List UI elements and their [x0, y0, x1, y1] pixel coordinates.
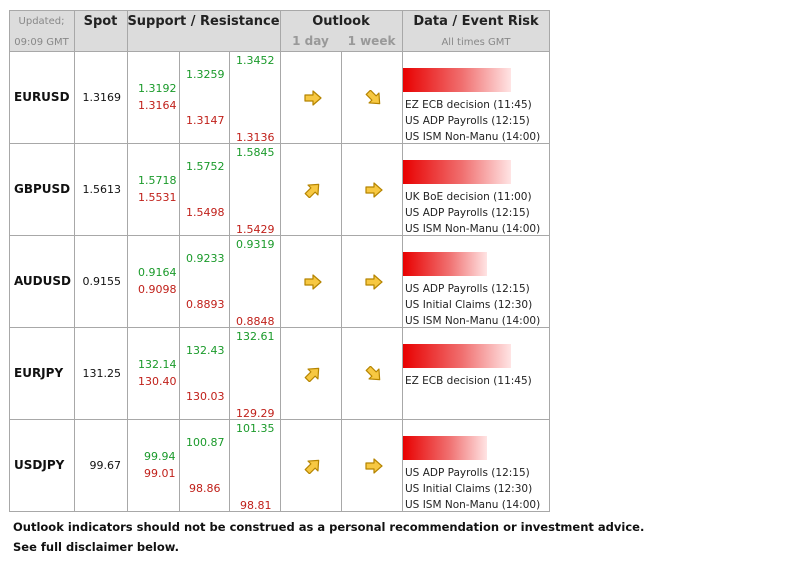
- resistance-level-1: 99.01: [144, 467, 176, 480]
- event-item: UK BoE decision (11:00): [405, 191, 532, 203]
- spot-value: 0.9155: [82, 275, 122, 288]
- col-divider: [179, 52, 180, 512]
- resistance-level-1: 0.9098: [138, 283, 177, 296]
- support-level-2: 0.9233: [186, 252, 225, 265]
- up-right-arrow-icon: [304, 183, 320, 198]
- event-item: US ISM Non-Manu (14:00): [405, 315, 541, 327]
- header-all-times: All times GMT: [441, 37, 511, 48]
- header-divider: [9, 51, 550, 52]
- support-level-3: 132.61: [236, 330, 275, 343]
- col-divider: [341, 52, 342, 512]
- spot-value: 1.5613: [82, 183, 122, 196]
- pair-label: EURJPY: [14, 366, 64, 380]
- support-level-1: 132.14: [138, 358, 177, 371]
- support-level-3: 0.9319: [236, 238, 275, 251]
- support-level-3: 1.5845: [236, 146, 275, 159]
- support-level-3: 1.3452: [236, 54, 275, 67]
- event-item: US Initial Claims (12:30): [405, 299, 533, 311]
- resistance-level-3: 1.5429: [236, 223, 275, 236]
- resistance-level-3: 0.8848: [236, 315, 275, 328]
- resistance-level-3: 1.3136: [236, 131, 275, 144]
- pair-label: USDJPY: [14, 458, 65, 472]
- event-item: EZ ECB decision (11:45): [405, 375, 532, 387]
- up-right-arrow-icon: [304, 459, 320, 474]
- forex-outlook-table: Updated; 09:09 GMT Spot Support / Resist…: [9, 10, 550, 512]
- row-divider: [9, 235, 550, 236]
- support-level-2: 132.43: [186, 344, 225, 357]
- event-item: US ADP Payrolls (12:15): [405, 467, 530, 479]
- row-divider: [9, 143, 550, 144]
- resistance-level-2: 130.03: [186, 390, 225, 403]
- header-outlook: Outlook: [312, 14, 370, 29]
- support-level-2: 1.3259: [186, 68, 225, 81]
- right-arrow-icon: [365, 182, 383, 198]
- header-outlook-1day: 1 day: [292, 34, 329, 48]
- event-item: EZ ECB decision (11:45): [405, 99, 532, 111]
- event-item: US ISM Non-Manu (14:00): [405, 131, 541, 143]
- border-right: [549, 10, 550, 512]
- col-divider: [280, 10, 281, 512]
- pair-label: EURUSD: [14, 90, 70, 104]
- event-risk-bar: [403, 252, 487, 276]
- support-level-1: 0.9164: [138, 266, 177, 279]
- support-level-2: 1.5752: [186, 160, 225, 173]
- spot-value: 99.67: [89, 459, 122, 472]
- resistance-level-3: 129.29: [236, 407, 275, 420]
- row-divider: [9, 419, 550, 420]
- header-support-resistance: Support / Resistance: [127, 14, 280, 29]
- support-level-2: 100.87: [186, 436, 225, 449]
- resistance-level-1: 130.40: [138, 375, 177, 388]
- pair-label: AUDUSD: [14, 274, 71, 288]
- down-right-arrow-icon: [365, 90, 381, 105]
- col-divider: [74, 10, 75, 512]
- support-level-1: 99.94: [144, 450, 176, 463]
- up-right-arrow-icon: [304, 367, 320, 382]
- support-level-3: 101.35: [236, 422, 275, 435]
- row-divider: [9, 327, 550, 328]
- pair-label: GBPUSD: [14, 182, 71, 196]
- event-item: US ADP Payrolls (12:15): [405, 115, 530, 127]
- updated-label: Updated;: [18, 16, 65, 27]
- resistance-level-2: 98.86: [189, 482, 221, 495]
- event-item: US ADP Payrolls (12:15): [405, 207, 530, 219]
- header-data-event-risk: Data / Event Risk: [413, 14, 539, 29]
- border-bottom: [9, 511, 550, 512]
- header-spot: Spot: [83, 14, 118, 29]
- updated-time: 09:09 GMT: [14, 37, 69, 48]
- event-item: US ADP Payrolls (12:15): [405, 283, 530, 295]
- event-risk-bar: [403, 68, 511, 92]
- header-outlook-1week: 1 week: [347, 34, 396, 48]
- border-top: [9, 10, 550, 11]
- resistance-level-3: 98.81: [240, 499, 272, 512]
- resistance-level-2: 0.8893: [186, 298, 225, 311]
- event-risk-bar: [403, 436, 487, 460]
- spot-value: 1.3169: [82, 91, 122, 104]
- disclaimer-line-1: Outlook indicators should not be constru…: [13, 520, 645, 534]
- event-item: US ISM Non-Manu (14:00): [405, 499, 541, 511]
- col-divider: [229, 52, 230, 512]
- down-right-arrow-icon: [365, 366, 381, 381]
- resistance-level-2: 1.5498: [186, 206, 225, 219]
- event-item: US ISM Non-Manu (14:00): [405, 223, 541, 235]
- resistance-level-1: 1.3164: [138, 99, 177, 112]
- support-level-1: 1.3192: [138, 82, 177, 95]
- col-divider: [402, 10, 403, 512]
- table-header: [9, 10, 550, 52]
- col-divider: [127, 10, 128, 512]
- event-risk-bar: [403, 344, 511, 368]
- disclaimer-line-2: See full disclaimer below.: [13, 540, 180, 554]
- right-arrow-icon: [365, 458, 383, 474]
- right-arrow-icon: [304, 90, 322, 106]
- event-item: US Initial Claims (12:30): [405, 483, 533, 495]
- resistance-level-1: 1.5531: [138, 191, 177, 204]
- event-risk-bar: [403, 160, 511, 184]
- resistance-level-2: 1.3147: [186, 114, 225, 127]
- spot-value: 131.25: [82, 367, 122, 380]
- border-left: [9, 10, 10, 512]
- right-arrow-icon: [365, 274, 383, 290]
- support-level-1: 1.5718: [138, 174, 177, 187]
- right-arrow-icon: [304, 274, 322, 290]
